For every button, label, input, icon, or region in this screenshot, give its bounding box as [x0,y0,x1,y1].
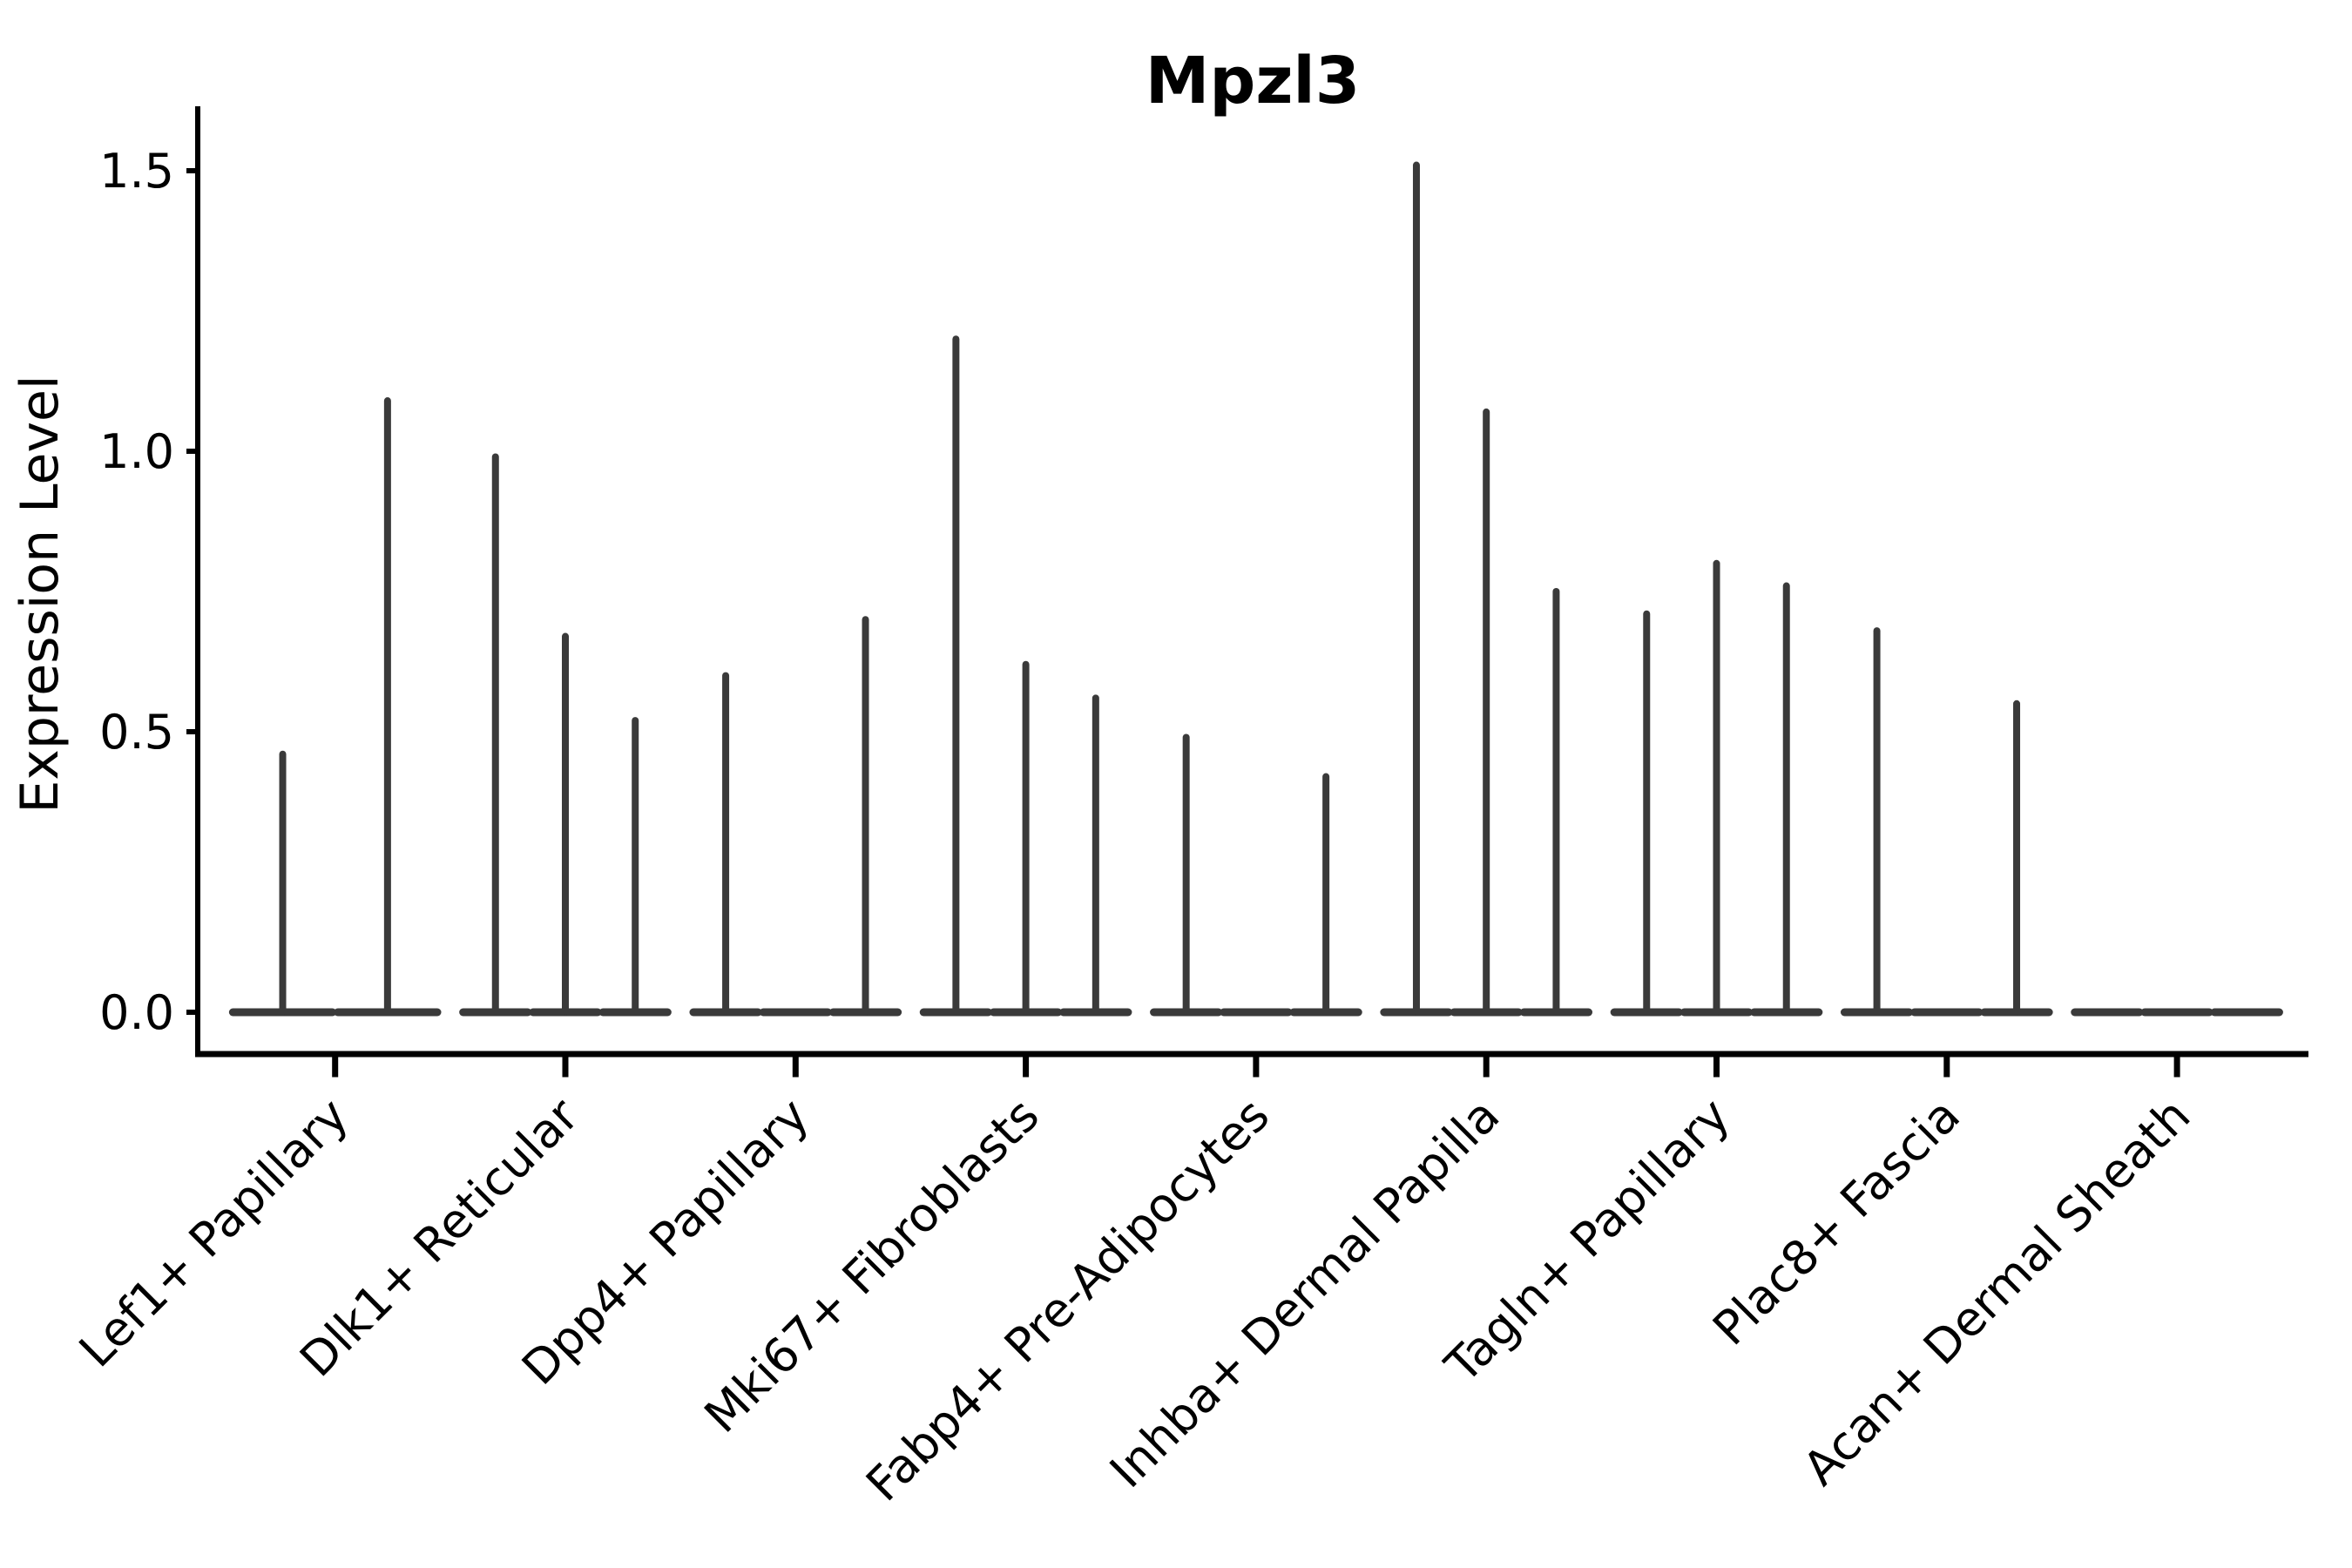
y-tick-label: 0.5 [99,705,174,760]
violin-group [1380,161,1593,1017]
axes-layer: 0.0 0.5 1.0 1.5 [99,106,2308,1078]
x-tick-label: Fabp4+ Pre-Adipocytes [855,1088,1280,1512]
x-tick-label: Inhba+ Dermal Papilla [1099,1088,1510,1498]
x-tick-label: Plac8+ Fascia [1702,1088,1970,1356]
y-axis-label: Expression Level [10,375,71,813]
violin-group [689,616,902,1017]
violin-group [459,453,672,1017]
chart-title: Mpzl3 [1146,44,1361,118]
y-tick-label: 1.5 [99,144,174,199]
violin-group [1840,627,2053,1017]
y-tick-label: 0.0 [99,985,174,1040]
violin-group [1150,733,1362,1017]
violin-group [228,397,442,1017]
violin-layer [228,161,2283,1017]
y-tick-label: 1.0 [99,424,174,479]
x-tick-label: Acan+ Dermal Sheath [1793,1088,2200,1496]
violin-group [919,335,1132,1017]
violin-group [1610,559,1823,1017]
